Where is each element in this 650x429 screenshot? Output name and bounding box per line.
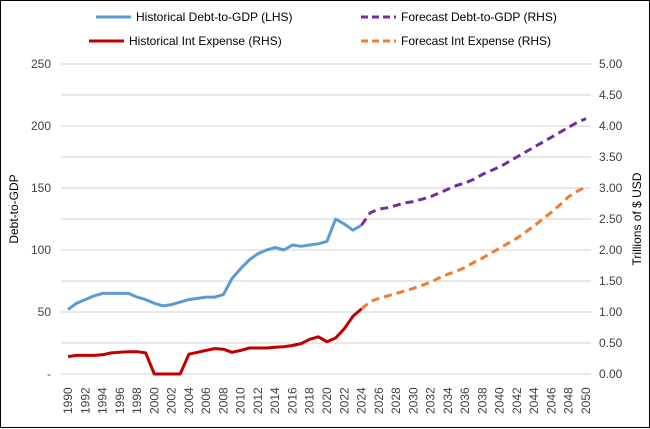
x-tick-label: 2016 <box>285 387 299 414</box>
series-line-2 <box>67 307 363 376</box>
x-tick-label: 2006 <box>199 387 213 414</box>
x-tick-label: 2048 <box>562 387 576 414</box>
x-tick-label: 2024 <box>355 387 369 414</box>
left-axis-label: Debt-to-GDP <box>7 174 21 243</box>
series-line-0 <box>67 217 363 311</box>
right-tick-label: 0.50 <box>599 336 623 350</box>
x-tick-label: 2044 <box>527 387 541 414</box>
legend-label: Forecast Debt-to-GDP (RHS) <box>401 10 557 24</box>
left-tick-label: 100 <box>31 243 51 257</box>
x-tick-label: 2034 <box>441 387 455 414</box>
x-tick-label: 2030 <box>406 387 420 414</box>
x-tick-label: 2018 <box>303 387 317 414</box>
x-tick-label: 2022 <box>337 387 351 414</box>
series-line-3 <box>360 185 587 311</box>
legend-label: Forecast Int Expense (RHS) <box>401 34 551 48</box>
left-tick-label: 150 <box>31 181 51 195</box>
x-tick-label: 2000 <box>147 387 161 414</box>
right-tick-label: 1.00 <box>599 305 623 319</box>
x-tick-label: 1994 <box>96 387 110 414</box>
x-tick-label: 2028 <box>389 387 403 414</box>
x-tick-label: 2050 <box>579 387 593 414</box>
x-tick-label: 2014 <box>268 387 282 414</box>
x-tick-label: 1990 <box>61 387 75 414</box>
x-tick-label: 2036 <box>458 387 472 414</box>
x-tick-label: 2002 <box>165 387 179 414</box>
left-tick-label: 250 <box>31 57 51 71</box>
x-tick-label: 2010 <box>234 387 248 414</box>
right-tick-label: 4.50 <box>599 88 623 102</box>
series-line-1 <box>360 117 587 227</box>
right-tick-label: 3.50 <box>599 150 623 164</box>
right-tick-label: 3.00 <box>599 181 623 195</box>
right-tick-label: 2.50 <box>599 212 623 226</box>
right-tick-label: 5.00 <box>599 57 623 71</box>
right-tick-label: 2.00 <box>599 243 623 257</box>
x-tick-label: 1998 <box>130 387 144 414</box>
right-tick-label: 0.00 <box>599 367 623 381</box>
right-tick-label: 4.00 <box>599 119 623 133</box>
legend-label: Historical Int Expense (RHS) <box>129 34 282 48</box>
x-tick-label: 2012 <box>251 387 265 414</box>
x-tick-label: 2038 <box>475 387 489 414</box>
x-tick-label: 2042 <box>510 387 524 414</box>
right-tick-label: 1.50 <box>599 274 623 288</box>
x-tick-label: 2020 <box>320 387 334 414</box>
left-tick-label: 200 <box>31 119 51 133</box>
x-tick-label: 1992 <box>78 387 92 414</box>
x-tick-label: 1996 <box>113 387 127 414</box>
x-tick-label: 2004 <box>182 387 196 414</box>
right-axis-label: Trillions of $ USD <box>630 172 644 265</box>
x-tick-label: 2032 <box>424 387 438 414</box>
x-tick-label: 2046 <box>544 387 558 414</box>
x-tick-label: 2026 <box>372 387 386 414</box>
legend-label: Historical Debt-to-GDP (LHS) <box>136 10 292 24</box>
x-tick-label: 2008 <box>216 387 230 414</box>
left-tick-label: - <box>47 367 51 381</box>
left-tick-label: 50 <box>38 305 52 319</box>
x-tick-label: 2040 <box>493 387 507 414</box>
